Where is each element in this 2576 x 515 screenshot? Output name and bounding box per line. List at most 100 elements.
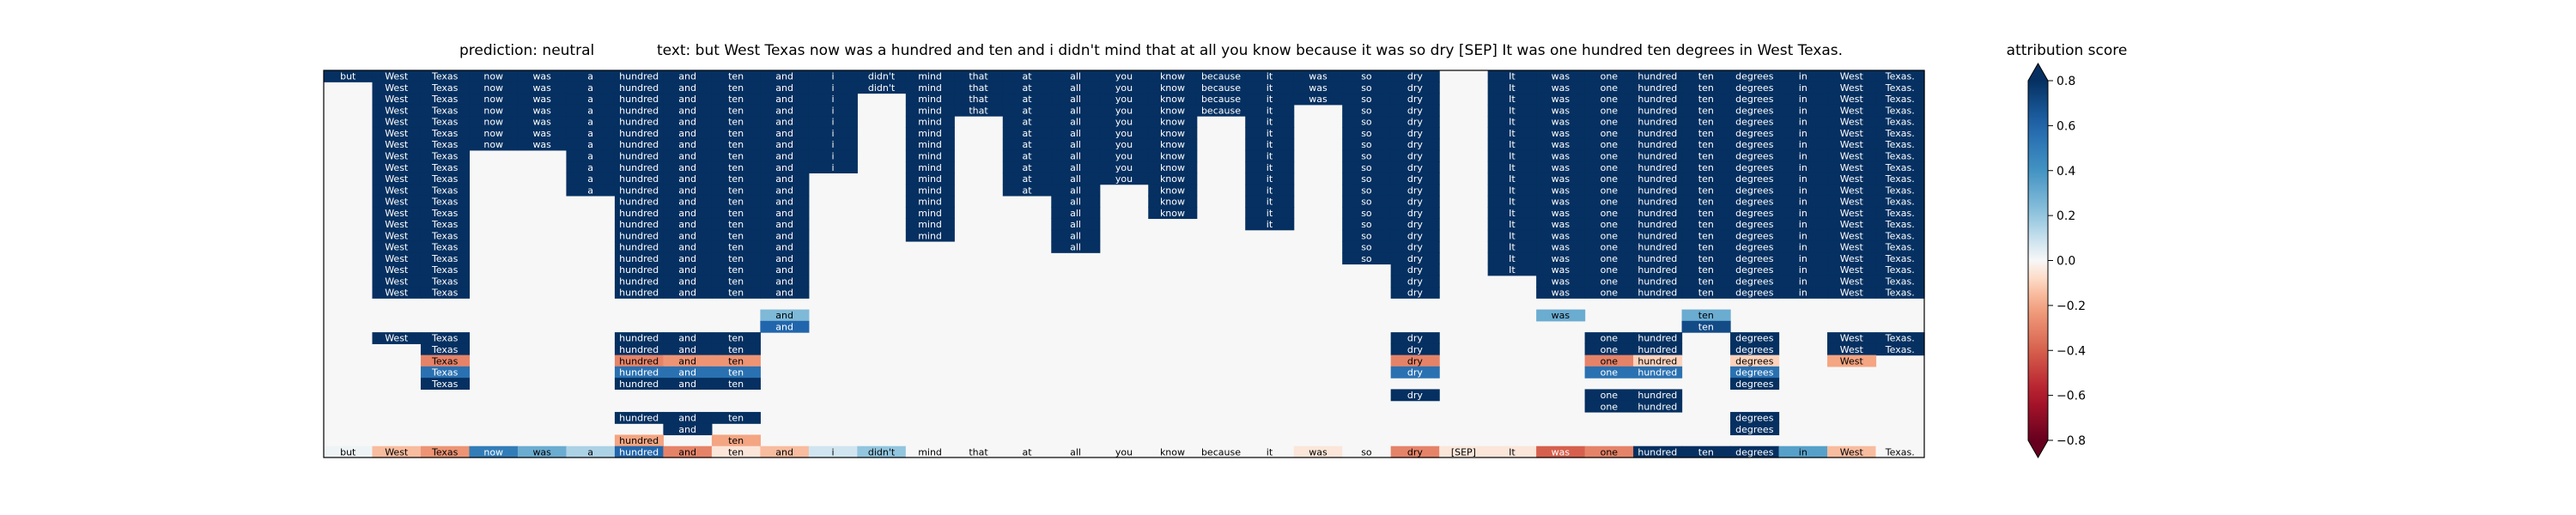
attribution-cell bbox=[711, 240, 761, 253]
attribution-token-label: and bbox=[678, 379, 696, 390]
attribution-cell bbox=[614, 354, 664, 367]
attribution-token-label: so bbox=[1361, 94, 1372, 105]
attribution-token-label: i bbox=[832, 150, 835, 161]
colorbar-max-extension bbox=[2028, 64, 2048, 81]
attribution-cell bbox=[1390, 184, 1440, 197]
attribution-cell bbox=[954, 82, 1004, 94]
attribution-token-label: ten bbox=[728, 344, 744, 355]
attribution-cell bbox=[372, 287, 422, 299]
attribution-cell bbox=[905, 93, 955, 106]
attribution-cell bbox=[1730, 104, 1780, 117]
attribution-cell bbox=[1584, 173, 1634, 185]
colorbar-tick-label: 0.4 bbox=[2057, 165, 2075, 179]
attribution-token-label: dry bbox=[1407, 390, 1424, 401]
attribution-token-label: and bbox=[678, 276, 696, 287]
attribution-token-label: in bbox=[1799, 288, 1807, 299]
attribution-cell bbox=[663, 173, 713, 185]
attribution-token-label: ten bbox=[1698, 288, 1714, 299]
attribution-cell bbox=[517, 104, 568, 117]
attribution-token-label: all bbox=[1070, 162, 1081, 173]
attribution-token-label: ten bbox=[728, 253, 744, 264]
attribution-cell bbox=[760, 218, 810, 231]
attribution-cell bbox=[1148, 116, 1198, 128]
attribution-cell bbox=[566, 173, 616, 185]
attribution-token-label: now bbox=[483, 94, 503, 105]
attribution-token-label: ten bbox=[1698, 162, 1714, 173]
attribution-cell bbox=[614, 173, 664, 185]
attribution-token-label: It bbox=[1509, 197, 1516, 208]
attribution-token-label: West bbox=[385, 288, 409, 299]
attribution-token-label: in bbox=[1799, 264, 1807, 276]
attribution-token-label: degrees bbox=[1735, 355, 1774, 367]
attribution-cell bbox=[1827, 116, 1877, 128]
attribution-token-label: so bbox=[1361, 71, 1372, 82]
attribution-token-label: hundred bbox=[1637, 355, 1677, 367]
attribution-cell bbox=[614, 343, 664, 356]
attribution-token-label: It bbox=[1509, 185, 1516, 196]
attribution-cell bbox=[760, 161, 810, 173]
attribution-token-label: degrees bbox=[1735, 424, 1774, 435]
attribution-token-label: and bbox=[678, 253, 696, 264]
attribution-cell bbox=[566, 127, 616, 140]
attribution-cell bbox=[663, 82, 713, 94]
attribution-cell bbox=[711, 82, 761, 94]
attribution-cell bbox=[711, 275, 761, 288]
attribution-token-label: was bbox=[1552, 276, 1571, 287]
attribution-cell bbox=[1778, 82, 1828, 94]
attribution-token-label: so bbox=[1361, 105, 1372, 116]
attribution-cell bbox=[663, 195, 713, 208]
attribution-token-label: degrees bbox=[1735, 117, 1774, 128]
attribution-cell bbox=[420, 343, 471, 356]
attribution-cell bbox=[1051, 161, 1101, 173]
attribution-token-label: ten bbox=[728, 367, 744, 379]
attribution-cell bbox=[954, 70, 1004, 82]
attribution-cell bbox=[1536, 309, 1586, 322]
attribution-token-label: Texas bbox=[431, 333, 459, 344]
attribution-token-label: Texas. bbox=[1885, 128, 1915, 139]
attribution-token-label: hundred bbox=[1637, 185, 1677, 196]
attribution-cell bbox=[469, 104, 519, 117]
attribution-cell bbox=[711, 218, 761, 231]
attribution-token-label: one bbox=[1601, 242, 1619, 253]
attribution-cell bbox=[1633, 93, 1683, 106]
attribution-cell bbox=[614, 252, 664, 265]
attribution-cell bbox=[1002, 116, 1052, 128]
attribution-cell bbox=[614, 93, 664, 106]
attribution-token-label: it bbox=[1267, 185, 1273, 196]
attribution-token-label: degrees bbox=[1735, 185, 1774, 196]
attribution-token-label: one bbox=[1601, 105, 1619, 116]
attribution-cell bbox=[1487, 127, 1537, 140]
attribution-cell bbox=[1051, 116, 1101, 128]
attribution-token-label: you bbox=[1115, 117, 1133, 128]
heatmap-cells bbox=[324, 70, 1925, 458]
attribution-cell bbox=[1390, 70, 1440, 82]
attribution-token-label: West bbox=[385, 230, 409, 241]
attribution-token-label: it bbox=[1267, 162, 1273, 173]
attribution-cell bbox=[760, 149, 810, 162]
attribution-cell bbox=[1778, 264, 1828, 276]
attribution-cell bbox=[1633, 229, 1683, 242]
attribution-cell bbox=[1051, 93, 1101, 106]
attribution-cell bbox=[469, 70, 519, 82]
bottom-row-cell bbox=[420, 445, 471, 458]
bottom-row-cell bbox=[1778, 445, 1828, 458]
attribution-cell bbox=[1390, 343, 1440, 356]
attribution-token-label: degrees bbox=[1735, 413, 1774, 424]
attribution-cell bbox=[1730, 287, 1780, 299]
attribution-cell bbox=[1002, 149, 1052, 162]
attribution-cell bbox=[1002, 127, 1052, 140]
attribution-token-label: was bbox=[1552, 264, 1571, 276]
attribution-token-label: was bbox=[1552, 242, 1571, 253]
attribution-token-label: and bbox=[678, 333, 696, 344]
attribution-token-label: West bbox=[1840, 105, 1864, 116]
attribution-cell bbox=[905, 70, 955, 82]
bottom-row-cell bbox=[711, 445, 761, 458]
attribution-cell bbox=[420, 229, 471, 242]
attribution-cell bbox=[663, 161, 713, 173]
attribution-cell bbox=[1584, 138, 1634, 151]
attribution-cell bbox=[1633, 264, 1683, 276]
attribution-cell bbox=[1536, 127, 1586, 140]
attribution-cell bbox=[1002, 161, 1052, 173]
attribution-cell bbox=[1148, 82, 1198, 94]
attribution-cell bbox=[1778, 70, 1828, 82]
